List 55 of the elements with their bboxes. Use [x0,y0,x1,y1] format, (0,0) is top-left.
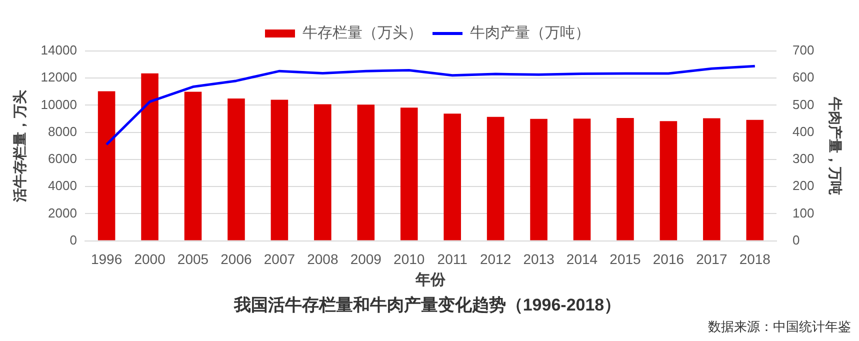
y-tick-label: 12000 [40,70,77,85]
legend-label: 牛肉产量（万吨） [470,24,590,42]
y2-tick-label: 500 [792,96,814,112]
y-tick-label: 8000 [48,124,77,139]
x-tick-label: 2010 [394,251,425,268]
x-axis-title: 年份 [414,272,447,289]
legend-label: 牛存栏量（万头） [302,24,422,42]
x-tick-label: 2005 [177,251,209,268]
x-tick-label: 2017 [696,251,728,268]
bar [703,118,720,240]
y-axis-title: 活牛存栏量，万头 [11,90,28,203]
bar [530,118,548,240]
bar [357,104,375,240]
x-tick-label: 2009 [350,251,382,268]
bar [616,118,634,240]
x-tick-label: 2000 [134,251,166,268]
y-tick-label: 2000 [48,205,77,220]
y2-tick-label: 700 [792,42,814,58]
x-tick-label: 2007 [264,251,296,268]
x-tick-label: 2013 [523,251,555,268]
bar [184,92,202,240]
bar [573,118,591,240]
x-tick-label: 2015 [610,251,642,268]
x-tick-label: 2012 [480,251,512,268]
x-tick-label: 2014 [566,251,598,268]
x-tick-label: 2016 [652,251,684,268]
y2-tick-label: 200 [792,178,814,194]
bar [746,120,764,240]
bar [228,98,245,240]
y2-tick-label: 600 [792,70,814,85]
x-tick-label: 2018 [739,251,771,268]
source-note: 数据来源：中国统计年鉴 [707,318,851,336]
bar [314,104,332,240]
y2-tick-label: 100 [792,205,814,220]
bar [444,114,461,240]
x-tick-label: 2008 [307,251,338,268]
y-tick-label: 10000 [40,96,77,112]
y2-tick-label: 0 [792,232,800,248]
y2-tick-label: 300 [792,151,814,166]
x-tick-label: 2006 [220,251,252,268]
y-tick-label: 6000 [48,151,77,166]
bar [660,121,678,240]
bar [98,91,116,240]
y2-axis-title: 牛肉产量，万吨 [828,96,844,195]
bar [486,116,504,240]
bar [141,73,158,240]
x-tick-label: 2011 [437,251,468,268]
bar [270,100,288,240]
bar [400,108,418,240]
y-tick-label: 4000 [48,178,77,194]
y-tick-label: 0 [70,232,77,248]
text: 我国活牛存栏量和牛肉产量变化趋势（1996-2018） [232,295,622,314]
x-tick-label: 1996 [90,251,122,268]
y-tick-label: 14000 [40,42,77,58]
y2-tick-label: 400 [792,124,814,139]
